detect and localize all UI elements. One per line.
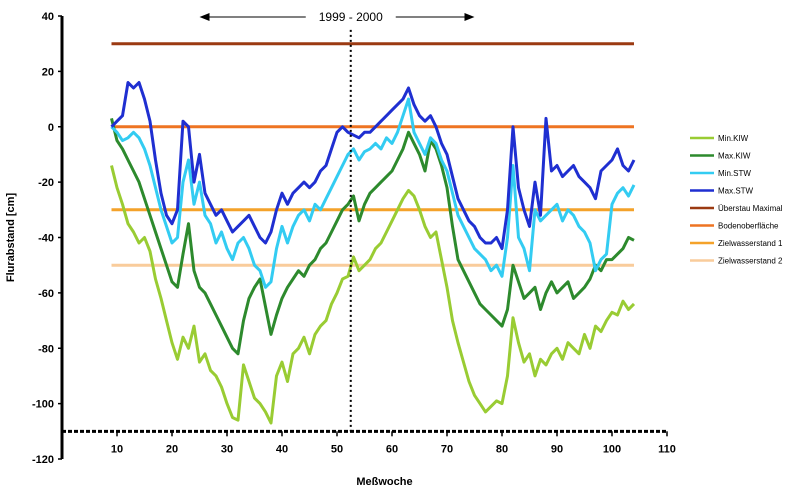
y-tick-label: -40 [38,233,54,245]
period-annotation: 1999 - 2000 [199,10,475,24]
legend-label-zielwasserstand-1: Zielwasserstand 1 [718,239,783,248]
y-tick-label: -120 [32,454,54,466]
axes [60,16,667,459]
y-tick-label: -20 [38,177,54,189]
x-tick-label: 60 [386,443,398,455]
legend: Min.KIW Max.KIW Min.STW Max.STW Überstau Max… [690,134,783,266]
y-axis-title: Flurabstand [cm] [5,193,17,283]
series-line-max-kiw [110,118,635,356]
y-tick-label: 0 [48,122,54,134]
period-label: 1999 - 2000 [319,10,383,24]
legend-label-berstau-maximal: Überstau Maximal [718,204,783,213]
series-layer [110,42,636,425]
y-tick-label: 20 [42,66,54,78]
x-tick-label: 110 [658,443,676,455]
x-axis-title: Meßwoche [356,476,412,488]
x-tick-label: 40 [276,443,288,455]
x-tick-label: 80 [496,443,508,455]
series-line-min-kiw [110,165,636,425]
x-tick-label: 20 [166,443,178,455]
y-tick-label: -80 [38,343,54,355]
x-tick-label: 100 [603,443,621,455]
ticks: 40 20 0 -20 -40 -60 -80 -100 -120 10 20 30 40 50 60 70 8… [32,11,676,466]
y-tick-label: -60 [38,288,54,300]
x-tick-label: 90 [551,443,563,455]
arrow-left-icon [199,13,210,21]
series-line-max-stw [110,81,636,251]
y-tick-label: 40 [42,11,54,23]
x-tick-label: 50 [331,443,343,455]
y-tick-label: -100 [32,399,54,411]
legend-label-min-kiw: Min.KIW [718,134,749,143]
legend-label-max-stw: Max.STW [718,187,754,196]
legend-label-zielwasserstand-2: Zielwasserstand 2 [718,257,783,266]
legend-label-max-kiw: Max.KIW [718,152,751,161]
arrow-right-icon [464,13,475,21]
x-tick-label: 70 [441,443,453,455]
x-tick-label: 30 [221,443,233,455]
x-tick-label: 10 [111,443,123,455]
legend-label-bodenoberfl-che: Bodenoberfläche [718,222,779,231]
legend-label-min-stw: Min.STW [718,169,751,178]
series-line-min-stw [110,97,636,289]
